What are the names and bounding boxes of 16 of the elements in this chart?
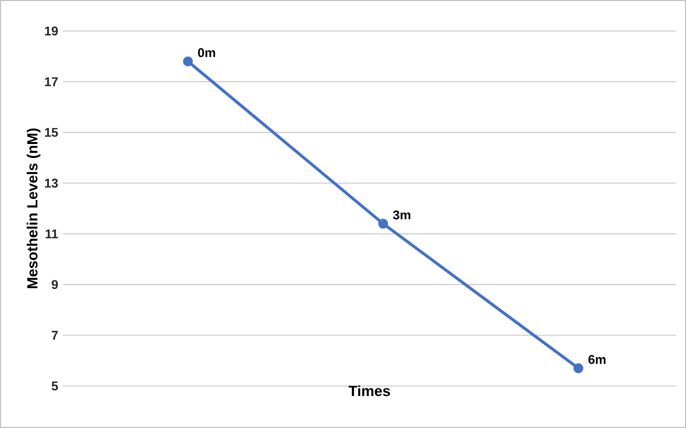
- y-tick-label: 19: [45, 26, 58, 36]
- point: [183, 56, 193, 66]
- y-tick-label: 15: [45, 128, 58, 137]
- y-tick-label: 11: [46, 229, 58, 238]
- point: [378, 218, 388, 229]
- x-tick-label: 6m: [588, 355, 606, 364]
- y-tick-label: 7: [52, 330, 58, 340]
- y-tick-label: 5: [52, 382, 58, 390]
- x-tick-label: 0m: [198, 48, 216, 58]
- x-tick-label: 3m: [393, 210, 410, 220]
- point: [573, 363, 584, 374]
- y-tick-label: 17: [45, 77, 58, 86]
- y-axis-title: Mesothelin Levels (nM): [26, 128, 40, 288]
- y-tick-label: 13: [45, 178, 58, 188]
- y-tick-label: 9: [52, 280, 58, 290]
- x-axis-title: Times: [348, 385, 390, 396]
